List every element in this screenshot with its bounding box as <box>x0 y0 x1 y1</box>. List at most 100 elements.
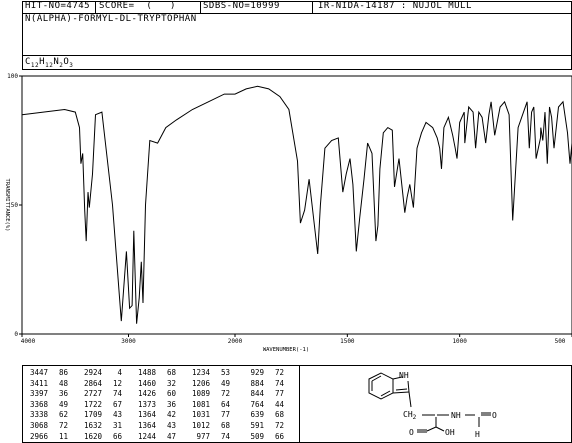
x-tick-label: 500 <box>555 338 566 345</box>
peak-transmittance: 66 <box>274 431 284 441</box>
peak-wavenumber: 1632 <box>83 420 102 430</box>
peak-wavenumber: 1620 <box>83 431 102 441</box>
peak-row: 2864 12 <box>80 379 122 390</box>
peak-row: 1364 43 <box>134 421 176 432</box>
peak-row: 2727 74 <box>80 389 122 400</box>
peak-row: 884 74 <box>242 379 284 390</box>
nh-label: NH <box>451 411 461 420</box>
peak-transmittance: 60 <box>166 389 176 399</box>
peak-row: 1206 49 <box>188 379 230 390</box>
plot-frame <box>21 75 572 335</box>
score: SCORE= ( ) <box>99 1 176 11</box>
ch2-label: CH2 <box>403 410 417 421</box>
peak-wavenumber: 884 <box>250 378 264 388</box>
peak-wavenumber: 1206 <box>191 378 210 388</box>
peak-wavenumber: 1244 <box>137 431 156 441</box>
x-tick-label: 1000 <box>452 338 467 345</box>
peak-transmittance: 36 <box>166 399 176 409</box>
peak-wavenumber: 3447 <box>29 368 48 377</box>
peak-row: 929 72 <box>242 368 284 379</box>
peak-transmittance: 74 <box>112 389 122 399</box>
peak-column: 3447 86 3411 48 3397 36 3368 49 3338 62 3068 72 2966… <box>26 368 68 442</box>
x-tick-label: 1500 <box>340 338 355 345</box>
peak-wavenumber: 1364 <box>137 420 156 430</box>
formyl-h-label: H <box>475 430 480 439</box>
peak-row: 1620 66 <box>80 432 122 443</box>
carboxyl-o-label: O <box>409 428 414 437</box>
peak-transmittance: 4 <box>117 368 122 377</box>
peak-transmittance: 74 <box>220 431 230 441</box>
peak-row: 1632 31 <box>80 421 122 432</box>
peak-transmittance: 72 <box>274 420 284 430</box>
y-tick-label: 0 <box>14 331 18 338</box>
peak-transmittance: 74 <box>274 378 284 388</box>
peak-column: 929 72 884 74 844 77 764 44 639 68 591 72 509 66 <box>242 368 284 442</box>
indole-nh-label: NH <box>399 371 409 380</box>
peak-transmittance: 36 <box>58 389 68 399</box>
peak-row: 1373 36 <box>134 400 176 411</box>
peak-row: 3447 86 <box>26 368 68 379</box>
ir-code: IR-NIDA-14187 : NUJOL MULL <box>318 1 472 11</box>
peak-wavenumber: 1709 <box>83 410 102 420</box>
peak-wavenumber: 1373 <box>137 399 156 409</box>
peak-row: 1488 68 <box>134 368 176 379</box>
peak-row: 2924 4 <box>80 368 122 379</box>
peak-row: 1234 53 <box>188 368 230 379</box>
peak-wavenumber: 1364 <box>137 410 156 420</box>
peak-transmittance: 43 <box>166 420 176 430</box>
peak-transmittance: 49 <box>58 399 68 409</box>
peak-wavenumber: 591 <box>250 420 264 430</box>
molecular-formula: C12H12N2O3 <box>25 57 74 69</box>
x-axis-label: WAVENUMBER(-1) <box>263 347 309 353</box>
peak-row: 1722 67 <box>80 400 122 411</box>
peak-transmittance: 68 <box>166 368 176 377</box>
peak-row: 509 66 <box>242 432 284 443</box>
formyl-o-label: O <box>492 411 497 420</box>
peak-transmittance: 67 <box>112 399 122 409</box>
peak-wavenumber: 1426 <box>137 389 156 399</box>
peak-row: 844 77 <box>242 389 284 400</box>
structure-drawing: NH CH2 NH O H O OH <box>368 371 497 439</box>
peak-row: 1426 60 <box>134 389 176 400</box>
peak-table: 3447 86 3411 48 3397 36 3368 49 3338 62 3068 72 2966… <box>22 368 300 442</box>
peak-row: 1460 32 <box>134 379 176 390</box>
peak-transmittance: 12 <box>112 378 122 388</box>
peak-wavenumber: 977 <box>196 431 210 441</box>
peak-row: 2966 11 <box>26 432 68 443</box>
divider <box>312 1 313 14</box>
peak-wavenumber: 2966 <box>29 431 48 441</box>
peak-wavenumber: 509 <box>250 431 264 441</box>
peak-wavenumber: 3397 <box>29 389 48 399</box>
peak-column: 1488 68 1460 32 1426 60 1373 36 1364 42 1364 43 1244… <box>134 368 176 442</box>
peak-transmittance: 53 <box>220 368 230 377</box>
x-tick-label: 4000 <box>21 338 36 345</box>
x-tick-label: 2000 <box>228 338 243 345</box>
peak-row: 3068 72 <box>26 421 68 432</box>
peak-row: 1244 47 <box>134 432 176 443</box>
peak-wavenumber: 929 <box>250 368 264 377</box>
sdbs-no: SDBS-NO=10999 <box>203 1 280 11</box>
peak-row: 977 74 <box>188 432 230 443</box>
peak-transmittance: 32 <box>166 378 176 388</box>
divider <box>95 1 96 14</box>
carboxyl-oh-label: OH <box>445 428 455 437</box>
peak-wavenumber: 1722 <box>83 399 102 409</box>
peak-transmittance: 64 <box>220 399 230 409</box>
peak-wavenumber: 764 <box>250 399 264 409</box>
peak-transmittance: 62 <box>58 410 68 420</box>
peak-wavenumber: 1012 <box>191 420 210 430</box>
x-tick-label: 3000 <box>121 338 136 345</box>
peak-wavenumber: 844 <box>250 389 264 399</box>
peak-row: 1081 64 <box>188 400 230 411</box>
peak-row: 1364 42 <box>134 410 176 421</box>
spectrum-line <box>21 85 572 324</box>
ir-spectrum-chart: 4000 3000 2000 1500 1000 500 0 50 100 WAVENUMBER… <box>4 73 572 353</box>
peak-wavenumber: 1234 <box>191 368 210 377</box>
benzene-ring <box>368 372 394 400</box>
hit-no: HIT-NO=4745 <box>25 1 91 11</box>
peak-wavenumber: 3411 <box>29 378 48 388</box>
peak-wavenumber: 3338 <box>29 410 48 420</box>
peak-wavenumber: 1081 <box>191 399 210 409</box>
peak-transmittance: 68 <box>220 420 230 430</box>
peak-row: 3411 48 <box>26 379 68 390</box>
